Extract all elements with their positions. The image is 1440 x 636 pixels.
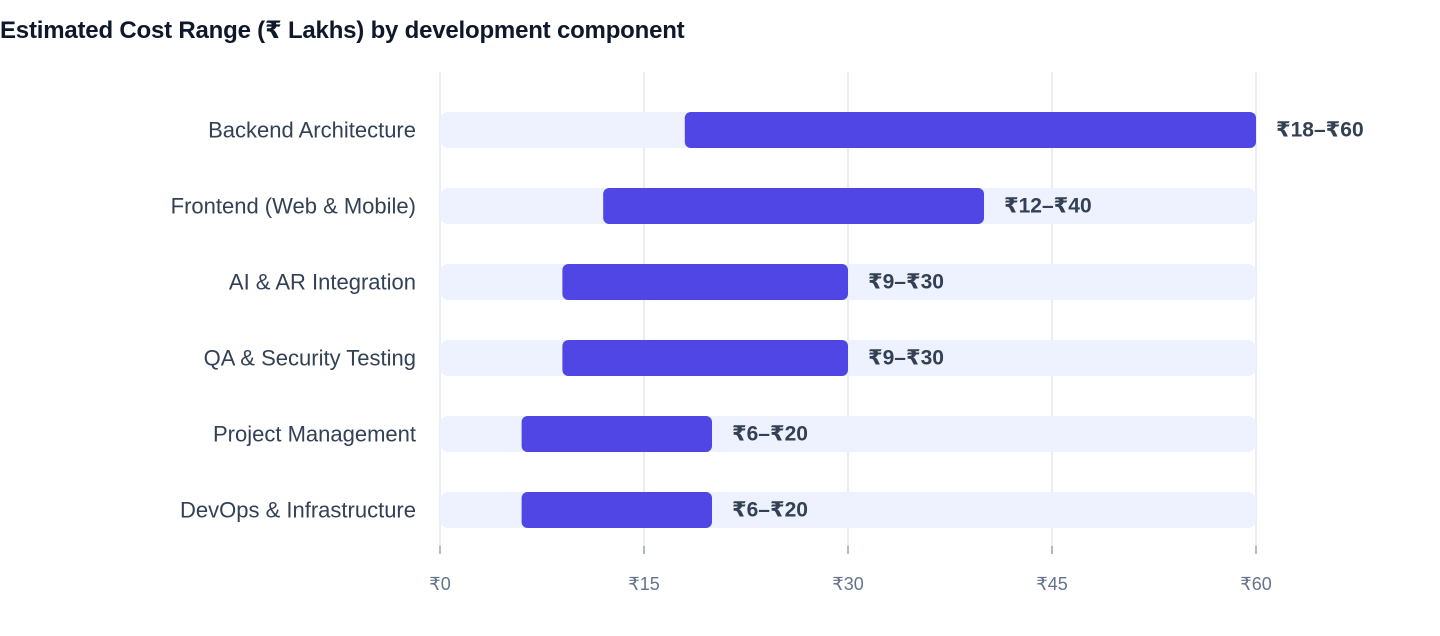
bar-row: Backend Architecture ₹18–₹60 <box>208 112 1364 148</box>
bar-row: QA & Security Testing ₹9–₹30 <box>204 340 1256 376</box>
x-tick-label: ₹60 <box>1240 574 1271 594</box>
bar-row: Project Management ₹6–₹20 <box>213 416 1256 452</box>
category-label: Backend Architecture <box>208 118 416 143</box>
category-label: AI & AR Integration <box>229 270 416 295</box>
range-bar <box>684 112 1256 148</box>
x-tick-label: ₹15 <box>628 574 659 594</box>
value-label: ₹12–₹40 <box>1004 195 1092 218</box>
bar-rows: Backend Architecture ₹18–₹60 Frontend (Web… <box>171 112 1364 528</box>
value-label: ₹9–₹30 <box>868 271 944 294</box>
category-label: Frontend (Web & Mobile) <box>171 194 416 219</box>
range-bar <box>562 340 848 376</box>
x-tick-label: ₹45 <box>1036 574 1067 594</box>
value-label: ₹6–₹20 <box>732 423 808 446</box>
range-bar <box>521 416 712 452</box>
range-bar <box>521 492 712 528</box>
range-bar <box>562 264 848 300</box>
bar-row: AI & AR Integration ₹9–₹30 <box>229 264 1256 300</box>
category-label: Project Management <box>213 422 416 447</box>
category-label: QA & Security Testing <box>204 346 416 371</box>
x-axis: ₹0 ₹15 ₹30 ₹45 ₹60 <box>429 546 1272 594</box>
value-label: ₹9–₹30 <box>868 347 944 370</box>
value-label: ₹6–₹20 <box>732 499 808 522</box>
chart-title: Estimated Cost Range (₹ Lakhs) by develo… <box>0 17 685 44</box>
range-bar <box>603 188 984 224</box>
gridlines <box>439 72 1257 548</box>
bar-row: Frontend (Web & Mobile) ₹12–₹40 <box>171 188 1256 224</box>
value-label: ₹18–₹60 <box>1276 119 1364 142</box>
x-tick-label: ₹30 <box>832 574 863 594</box>
x-tick-label: ₹0 <box>429 574 450 594</box>
category-label: DevOps & Infrastructure <box>180 498 416 523</box>
bar-row: DevOps & Infrastructure ₹6–₹20 <box>180 492 1256 528</box>
